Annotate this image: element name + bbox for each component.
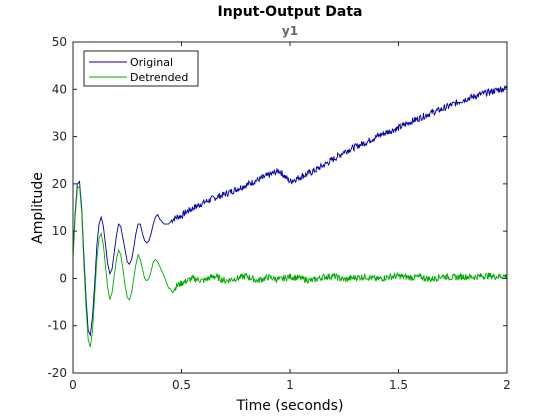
chart-title: Input-Output Data — [218, 4, 363, 20]
y-tick-label: 30 — [52, 130, 67, 144]
y-tick-label: 0 — [59, 271, 67, 285]
x-tick-label: 2 — [503, 378, 511, 392]
y-tick-label: 20 — [52, 177, 67, 191]
legend-label-original: Original — [130, 56, 173, 69]
x-tick-label: 1 — [286, 378, 294, 392]
series-layer — [72, 84, 508, 348]
plot-background — [73, 42, 507, 373]
x-tick-label: 0 — [69, 378, 77, 392]
chart-subtitle: y1 — [282, 24, 298, 38]
series-line-original — [72, 84, 508, 337]
y-tick-label: -20 — [47, 366, 67, 380]
x-axis-label: Time (seconds) — [236, 398, 344, 414]
legend: Original Detrended — [83, 50, 199, 87]
series-line-detrended — [72, 185, 508, 348]
x-tick-label: 0.5 — [172, 378, 191, 392]
legend-label-detrended: Detrended — [130, 71, 188, 84]
y-tick-label: 50 — [52, 35, 67, 49]
y-axis-label: Amplitude — [30, 172, 46, 244]
legend-box — [83, 50, 199, 87]
y-tick-label: -10 — [47, 319, 67, 333]
x-tick-label: 1.5 — [389, 378, 408, 392]
axes-layer: 0 0.5 1 1.5 2 -20 -10 0 10 20 30 40 50 — [47, 35, 510, 392]
y-tick-label: 40 — [52, 82, 67, 96]
y-tick-label: 10 — [52, 224, 67, 238]
plot-area — [73, 42, 507, 373]
